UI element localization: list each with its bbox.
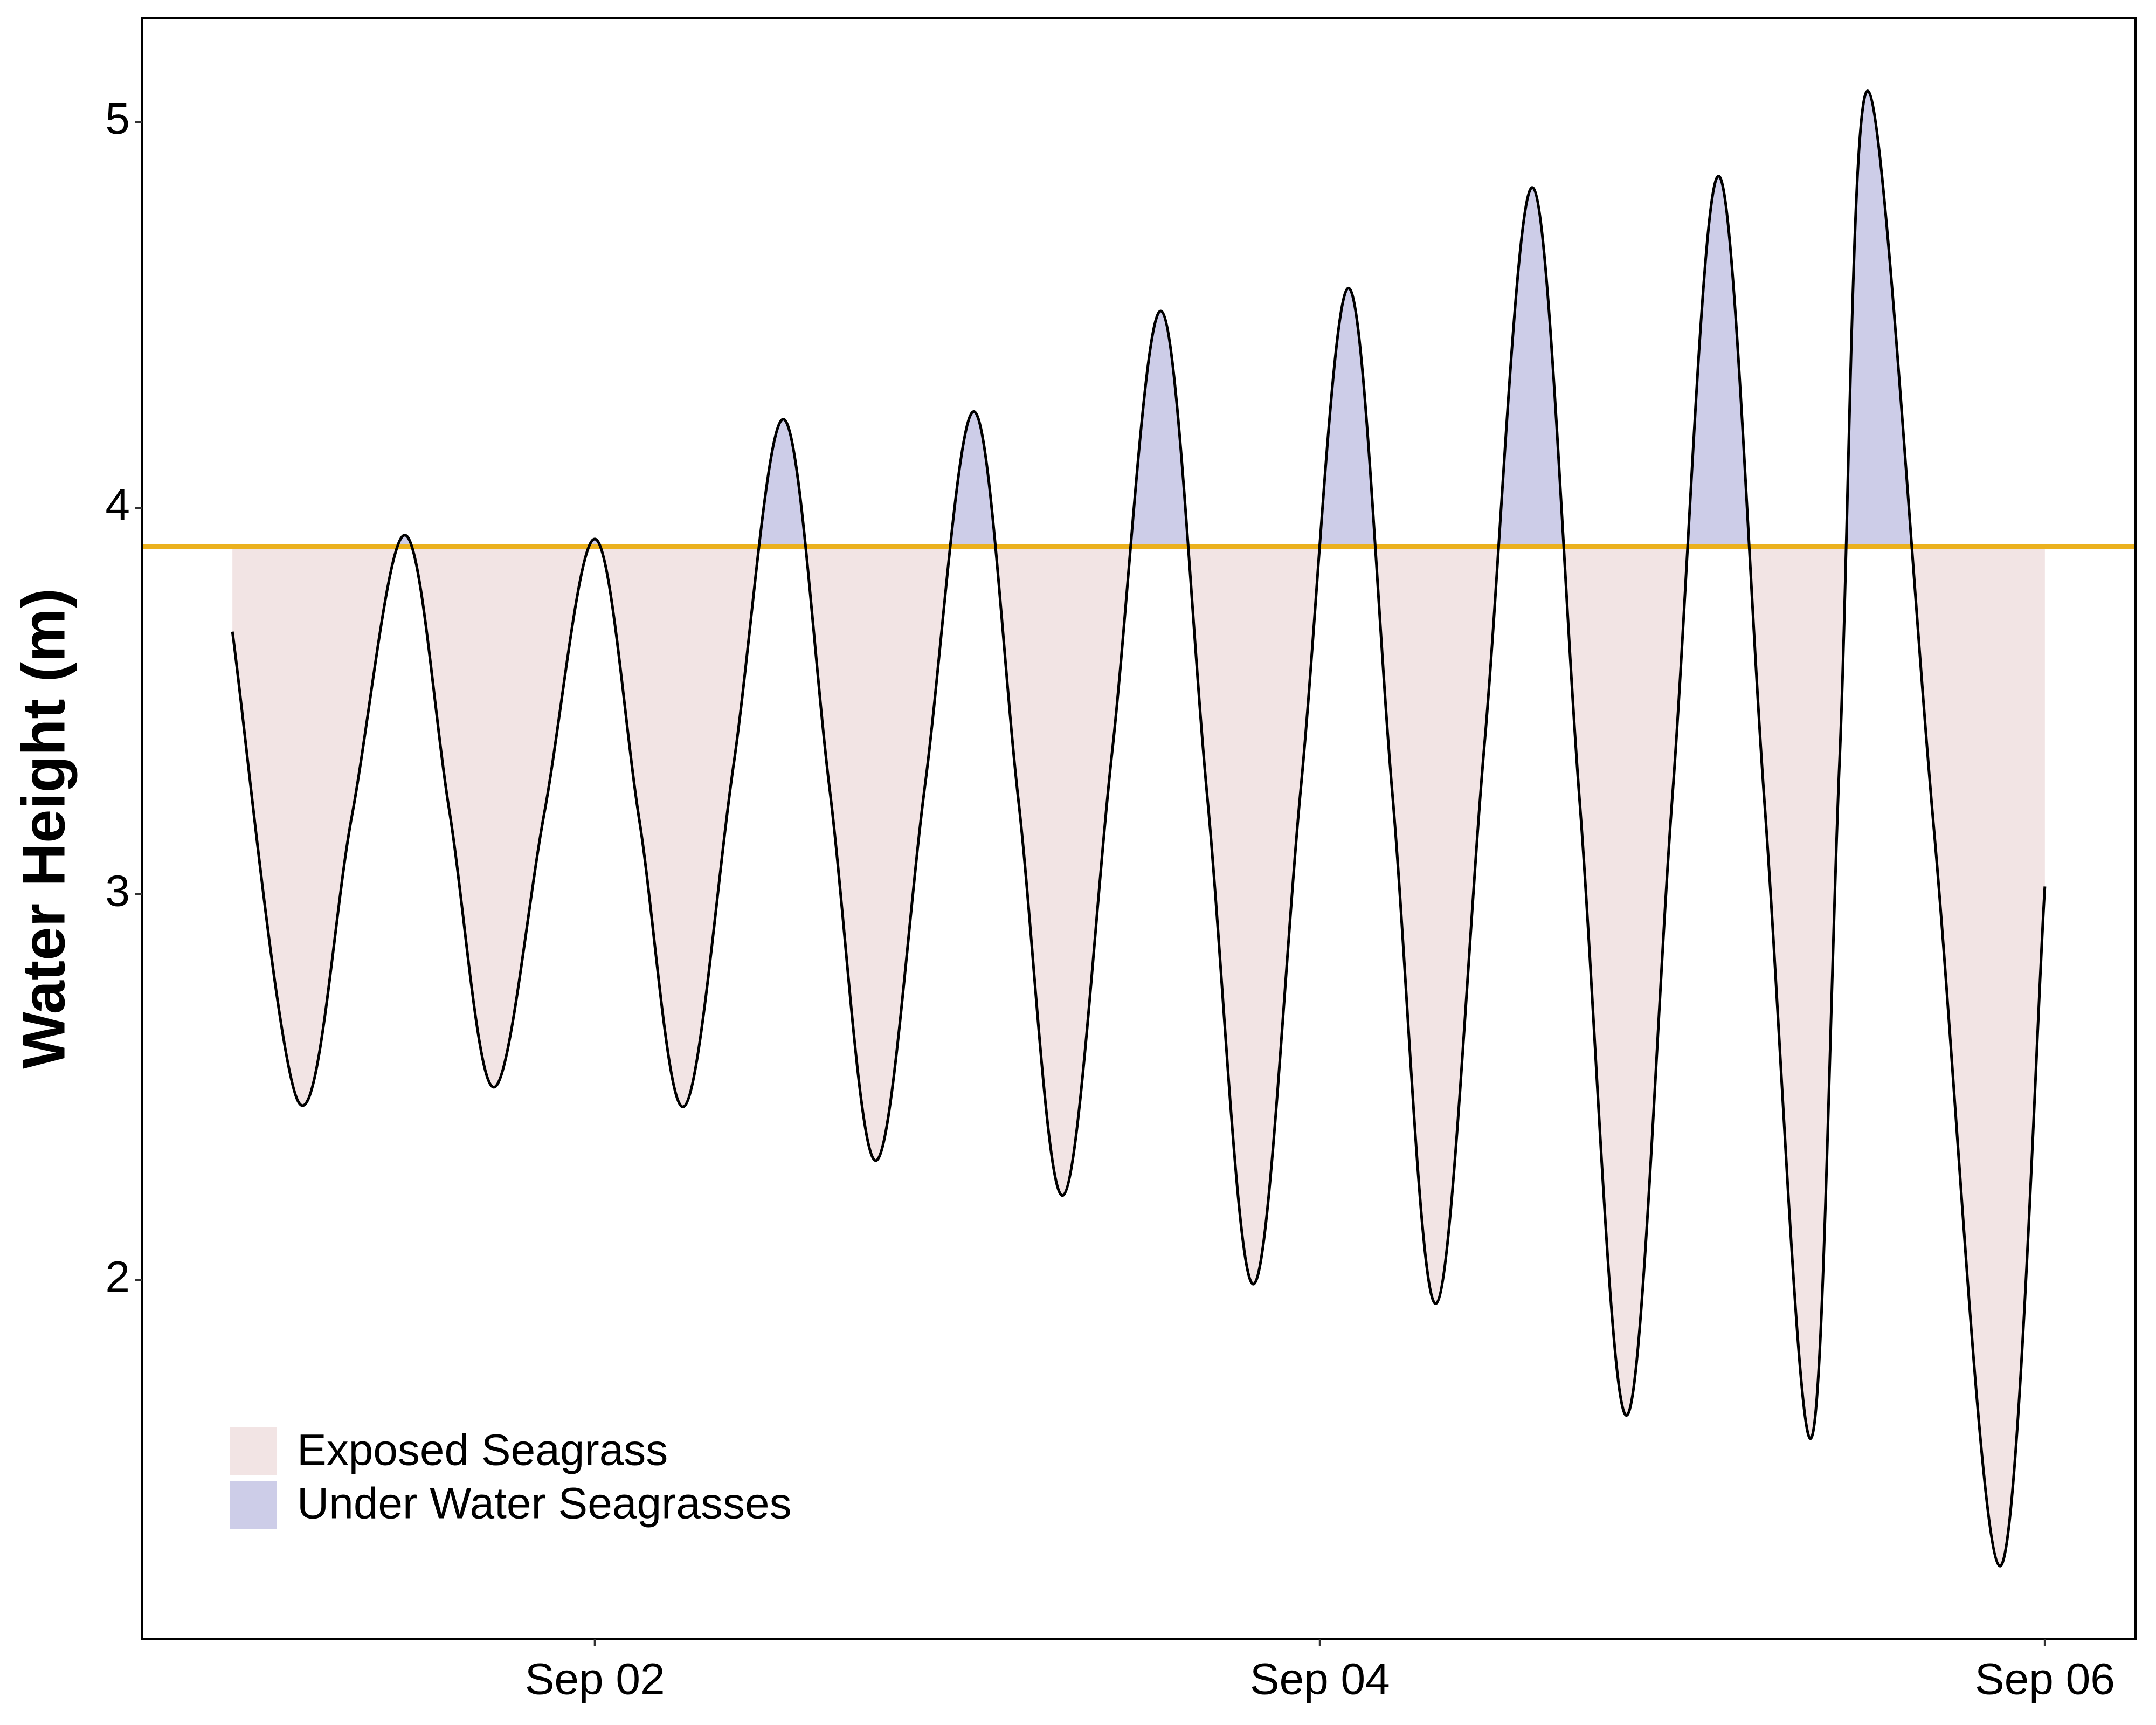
- x-tick-label: Sep 02: [525, 1655, 665, 1704]
- x-tick-label: Sep 04: [1250, 1655, 1390, 1704]
- y-tick-label: 5: [105, 94, 130, 143]
- legend-label: Under Water Seagrasses: [297, 1479, 792, 1528]
- y-tick-label: 4: [105, 480, 130, 529]
- y-tick-label: 3: [105, 866, 130, 915]
- y-axis-title: Water Height (m): [10, 588, 78, 1069]
- exposed-area: [232, 547, 2045, 1566]
- y-tick-label: 2: [105, 1253, 130, 1302]
- x-tick-label: Sep 06: [1975, 1655, 2115, 1704]
- legend-label: Exposed Seagrass: [297, 1426, 668, 1475]
- tide-line: [231, 89, 2047, 1568]
- legend-swatch: [230, 1481, 277, 1529]
- plot-frame: [141, 17, 2137, 1640]
- legend-swatch: [230, 1427, 277, 1475]
